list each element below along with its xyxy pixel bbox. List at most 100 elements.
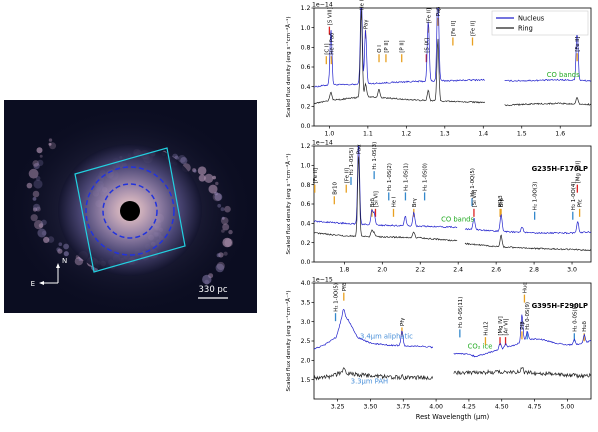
feature-label: 3.4μm aliphatic xyxy=(360,332,413,340)
line-label: Paα xyxy=(357,144,363,154)
spiral-arm-blob xyxy=(212,175,216,180)
plot-area xyxy=(314,146,591,252)
spiral-arm-blob xyxy=(32,207,38,212)
y-tick-label: 1.2 xyxy=(301,5,311,12)
compass-north-label: N xyxy=(62,257,67,265)
galaxy-image-panel: 330 pc N E xyxy=(4,100,257,315)
line-label: [Mg IV] xyxy=(498,316,504,335)
spectra-figure: 1e−14 0.0 0.2 0.4 0.6 0.8 1.0 1.2 1.0 1.1 1.2 1.3 1.… xyxy=(268,0,598,428)
x-tick-label: 2.6 xyxy=(491,267,501,274)
series-nucleus xyxy=(314,308,591,358)
spiral-arm-blob xyxy=(228,229,233,235)
nucleus-mask xyxy=(120,201,140,221)
spiral-arm-blob xyxy=(41,219,47,226)
line-label: H₂ 1-0Q(5) xyxy=(470,168,476,197)
line-label: [Ar VI] xyxy=(504,318,510,335)
line-label: [S IX] xyxy=(424,38,430,53)
panel-title: G395H-F290LP xyxy=(532,302,588,310)
feature-label: 3.3μm PAH xyxy=(351,378,388,386)
series-ring xyxy=(314,9,591,107)
y-tick-label: 1.0 xyxy=(301,25,311,32)
ring-inner-aperture xyxy=(102,183,158,239)
spiral-arm-blob xyxy=(26,182,33,189)
x-tick-label: 2.8 xyxy=(529,267,539,274)
spiral-arm-blob xyxy=(48,138,53,142)
line-label: [Fe II] xyxy=(575,36,581,51)
feature-label: CO bands xyxy=(547,71,580,79)
spiral-arm-blob xyxy=(224,205,231,213)
line-label: Paβ xyxy=(436,6,442,16)
series-ring xyxy=(314,367,591,381)
x-tick-label: 4.50 xyxy=(495,404,509,411)
legend: Nucleus Ring xyxy=(491,10,589,36)
spiral-arm-blob xyxy=(221,216,225,220)
spiral-arm-blob xyxy=(63,243,69,250)
x-tick-label: 1.0 xyxy=(324,131,334,138)
galaxy-image: 330 pc N E xyxy=(4,100,257,315)
line-label: [Fe II] xyxy=(426,8,432,23)
legend-label-ring: Ring xyxy=(518,25,533,33)
line-label: O I xyxy=(377,45,383,53)
compass-east-label: E xyxy=(31,280,35,288)
spiral-arm-blob xyxy=(35,176,41,181)
spiral-arm-blob xyxy=(56,247,61,252)
line-label: H₂ 1-0S(3) xyxy=(372,142,378,170)
y-tick-label: 2.0 xyxy=(301,358,311,365)
line-label: He I xyxy=(359,0,365,10)
y-tick-label: 0.2 xyxy=(301,240,311,247)
series-nucleus xyxy=(314,146,591,235)
x-tick-label: 1.4 xyxy=(478,131,488,138)
spiral-arm-blob xyxy=(35,206,41,212)
spiral-arm-blob xyxy=(223,251,228,256)
x-tick-label: 2.2 xyxy=(415,267,425,274)
spiral-arm-blob xyxy=(47,236,55,243)
compass-east-arrowhead xyxy=(39,281,44,285)
spiral-arm-blob xyxy=(43,236,50,243)
line-label: Pf13 xyxy=(498,195,504,207)
aperture-box xyxy=(74,147,186,273)
spiral-arm-blob xyxy=(48,142,52,146)
x-axis-label: Rest Wavelength (μm) xyxy=(416,413,489,421)
y-tick-label: 1.0 xyxy=(301,163,311,170)
spectrum-panel-G140H-F100LP: 1e−14 0.0 0.2 0.4 0.6 0.8 1.0 1.2 1.0 1.1 1.2 1.3 1.… xyxy=(285,0,592,138)
spiral-arm-blob xyxy=(36,147,43,154)
y-tick-label: 0.6 xyxy=(301,201,311,208)
line-label: H₂ 1-0S(0) xyxy=(423,163,429,191)
y-tick-label: 0.4 xyxy=(301,84,311,91)
line-label: H₂ 0-0S(8) xyxy=(572,304,578,332)
spiral-arm-blob xyxy=(216,261,225,271)
y-tick-label: 0.0 xyxy=(301,123,311,130)
line-label: H₂ 1-0S(5) xyxy=(349,148,355,176)
legend-label-nucleus: Nucleus xyxy=(518,15,545,23)
spiral-arm-blob xyxy=(216,253,221,258)
spiral-arm-blob xyxy=(32,160,39,167)
x-tick-label: 2.4 xyxy=(453,267,463,274)
line-label: Brγ xyxy=(412,197,418,207)
x-tick-label: 3.25 xyxy=(331,404,345,411)
legend-box xyxy=(491,10,589,36)
spiral-arm-blob xyxy=(204,173,214,183)
line-label: [Fe II] xyxy=(451,21,457,36)
line-label: [Mg VIII] xyxy=(575,161,581,183)
feature-label: CO₂ ice xyxy=(468,343,493,351)
spiral-arm-blob xyxy=(208,184,218,194)
spiral-arm-blob xyxy=(37,159,44,167)
compass-north-arrowhead xyxy=(56,263,60,268)
x-tick-label: 1.2 xyxy=(401,131,411,138)
line-label: [Fe II] xyxy=(471,21,477,36)
x-tick-label: 4.25 xyxy=(462,404,476,411)
spiral-arm-blob xyxy=(218,252,224,258)
line-label: H₂ 1-0O(4) xyxy=(571,182,577,211)
spectra-chart: 1e−14 0.0 0.2 0.4 0.6 0.8 1.0 1.2 1.0 1.1 1.2 1.3 1.… xyxy=(285,0,592,421)
spiral-arm-blob xyxy=(34,220,44,230)
spiral-arm-blob xyxy=(192,168,197,173)
line-label: He I xyxy=(392,196,398,207)
x-tick-label: 1.1 xyxy=(363,131,373,138)
x-tick-label: 1.5 xyxy=(517,131,527,138)
spiral-arm-blob xyxy=(215,181,219,186)
spiral-arm-blob xyxy=(33,179,43,189)
line-label: Pfβ xyxy=(520,321,526,330)
x-tick-label: 4.75 xyxy=(528,404,542,411)
spiral-arm-blob xyxy=(220,217,229,225)
feature-label: CO bands xyxy=(441,215,474,223)
